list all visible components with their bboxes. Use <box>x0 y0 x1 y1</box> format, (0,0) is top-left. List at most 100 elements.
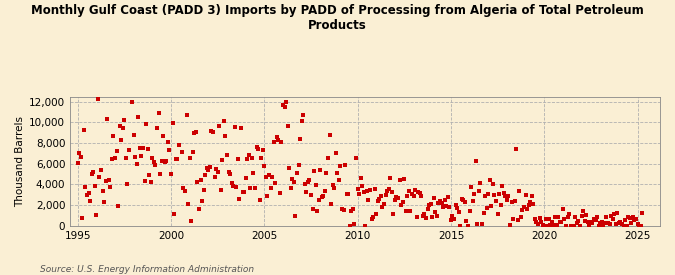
Point <box>92 97 103 102</box>
Point <box>583 220 593 224</box>
Point <box>612 211 623 216</box>
Point <box>344 224 355 228</box>
Point <box>609 212 620 216</box>
Point <box>383 187 394 191</box>
Point <box>239 190 250 194</box>
Point <box>615 219 626 224</box>
Point <box>286 186 296 191</box>
Point <box>534 216 545 220</box>
Point <box>248 171 259 175</box>
Point <box>512 218 523 222</box>
Point <box>293 163 304 167</box>
Point <box>111 149 122 153</box>
Point <box>310 182 321 187</box>
Point <box>175 84 186 88</box>
Point <box>119 118 130 122</box>
Point <box>637 210 648 215</box>
Point <box>543 217 554 221</box>
Point <box>493 191 504 196</box>
Point <box>150 163 161 167</box>
Point <box>279 104 290 109</box>
Point <box>164 148 175 153</box>
Point <box>99 199 109 204</box>
Point <box>250 186 261 190</box>
Point <box>318 194 329 199</box>
Point <box>486 204 497 208</box>
Point <box>132 162 142 166</box>
Point <box>100 179 111 184</box>
Point <box>510 199 520 204</box>
Point <box>367 216 377 221</box>
Point <box>284 166 294 170</box>
Point <box>553 214 564 219</box>
Point <box>579 219 590 223</box>
Point <box>572 221 583 226</box>
Point <box>307 207 318 211</box>
Point <box>483 192 493 196</box>
Point <box>630 217 641 222</box>
Point <box>477 221 487 226</box>
Point <box>450 203 461 207</box>
Point <box>268 140 279 144</box>
Point <box>217 158 227 162</box>
Point <box>173 142 184 147</box>
Point <box>595 221 605 226</box>
Point <box>323 155 333 160</box>
Point <box>436 201 447 205</box>
Point <box>333 178 344 182</box>
Point <box>614 221 624 226</box>
Point <box>295 137 306 141</box>
Point <box>528 201 539 206</box>
Point <box>556 220 567 224</box>
Point <box>180 189 190 193</box>
Point <box>219 119 230 123</box>
Point <box>581 213 592 217</box>
Point <box>399 177 410 182</box>
Point <box>402 193 413 198</box>
Point <box>422 207 433 211</box>
Point <box>337 207 348 211</box>
Point <box>574 224 585 228</box>
Point <box>102 117 113 121</box>
Point <box>265 186 276 190</box>
Point <box>442 195 453 199</box>
Point <box>431 214 442 218</box>
Point <box>429 196 439 200</box>
Point <box>377 205 388 209</box>
Point <box>481 206 492 211</box>
Point <box>84 199 95 203</box>
Point <box>124 148 134 152</box>
Point <box>128 133 139 137</box>
Point <box>144 172 155 177</box>
Point <box>454 210 464 214</box>
Point <box>491 198 502 203</box>
Point <box>411 214 422 219</box>
Point <box>145 180 156 184</box>
Point <box>508 217 518 221</box>
Point <box>587 221 598 225</box>
Point <box>331 151 342 155</box>
Point <box>212 169 223 174</box>
Point <box>136 154 146 158</box>
Point <box>373 199 383 203</box>
Point <box>597 220 608 224</box>
Point <box>466 185 477 190</box>
Point <box>462 224 473 228</box>
Point <box>240 176 251 181</box>
Point <box>404 189 414 193</box>
Point <box>400 209 411 213</box>
Point <box>570 215 580 219</box>
Point <box>525 200 536 204</box>
Point <box>245 186 256 190</box>
Point <box>460 200 470 204</box>
Point <box>617 222 628 227</box>
Point <box>324 133 335 137</box>
Point <box>425 202 436 206</box>
Point <box>109 156 120 160</box>
Point <box>464 209 475 213</box>
Point <box>441 204 452 208</box>
Point <box>156 159 167 163</box>
Point <box>138 146 148 151</box>
Point <box>188 150 198 155</box>
Point <box>385 175 396 180</box>
